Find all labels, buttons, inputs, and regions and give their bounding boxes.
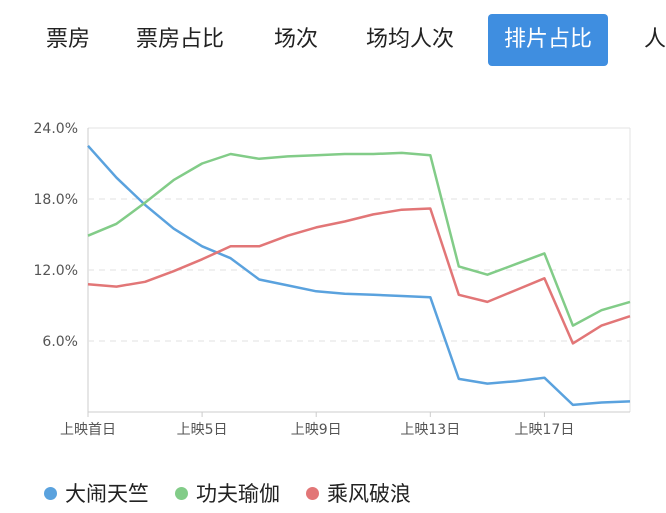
tab-screening-share[interactable]: 排片占比 bbox=[488, 14, 609, 66]
y-tick-label: 24.0% bbox=[34, 121, 78, 137]
series-line bbox=[87, 151, 631, 327]
tab-avg-attendance[interactable]: 场均人次 bbox=[366, 27, 455, 52]
y-tick-label: 18.0% bbox=[34, 192, 78, 208]
tab-bar: 票房 票房占比 场次 场均人次 排片占比 人 bbox=[0, 0, 666, 80]
legend-item[interactable]: 乘风破浪 bbox=[306, 478, 411, 508]
x-tick-label: 上映13日 bbox=[400, 422, 460, 438]
legend-dot bbox=[175, 486, 188, 500]
tab-box-office-share[interactable]: 票房占比 bbox=[136, 27, 225, 52]
tab-people[interactable]: 人 bbox=[644, 27, 666, 52]
x-tick-label: 上映9日 bbox=[291, 422, 342, 438]
legend-label: 功夫瑜伽 bbox=[196, 482, 280, 506]
x-tick-label: 上映5日 bbox=[177, 422, 228, 438]
legend-label: 大闹天竺 bbox=[65, 482, 149, 506]
legend-label: 乘风破浪 bbox=[327, 482, 411, 506]
series-line bbox=[87, 144, 631, 407]
tab-box-office[interactable]: 票房 bbox=[46, 27, 91, 52]
line-chart: 6.0% 12.0% 18.0% 24.0% 上映首日 上映5日 上映9日 上映13日 上映17… bbox=[34, 121, 631, 438]
x-tick-label: 上映17日 bbox=[515, 422, 575, 438]
legend-item[interactable]: 大闹天竺 bbox=[44, 478, 149, 508]
legend-dot bbox=[44, 486, 57, 500]
series-line bbox=[87, 207, 631, 345]
legend-item[interactable]: 功夫瑜伽 bbox=[175, 478, 280, 508]
y-tick-label: 6.0% bbox=[42, 334, 78, 350]
tab-screenings[interactable]: 场次 bbox=[274, 27, 319, 52]
legend-dot bbox=[306, 486, 319, 500]
legend: 大闹天竺 功夫瑜伽 乘风破浪 bbox=[44, 478, 437, 508]
y-tick-label: 12.0% bbox=[34, 263, 78, 279]
x-tick-label: 上映首日 bbox=[60, 422, 116, 438]
